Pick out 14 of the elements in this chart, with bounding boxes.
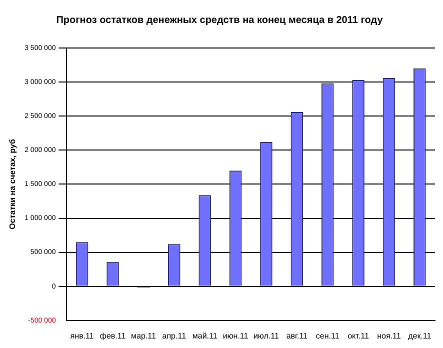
x-tick-label: июл.11 (253, 331, 280, 340)
x-tick-label: дек.11 (408, 331, 432, 340)
x-tick-label: янв.11 (70, 331, 94, 340)
chart-title: Прогноз остатков денежных средств на конец месяца в 2011 году (56, 14, 384, 26)
x-tick-label: мар.11 (130, 331, 156, 340)
x-tick-label: июн.11 (222, 331, 249, 340)
x-tick-label: май.11 (192, 331, 218, 340)
x-tick-label: фев.11 (100, 331, 126, 340)
x-tick-label: окт.11 (348, 331, 370, 340)
x-tick-label: сен.11 (316, 331, 340, 340)
x-tick-label: авг.11 (286, 331, 308, 340)
x-tick-label: апр.11 (162, 331, 187, 340)
y-axis-title: Остатки на счетах, руб (8, 139, 18, 230)
x-tick-label: ноя.11 (377, 331, 402, 340)
